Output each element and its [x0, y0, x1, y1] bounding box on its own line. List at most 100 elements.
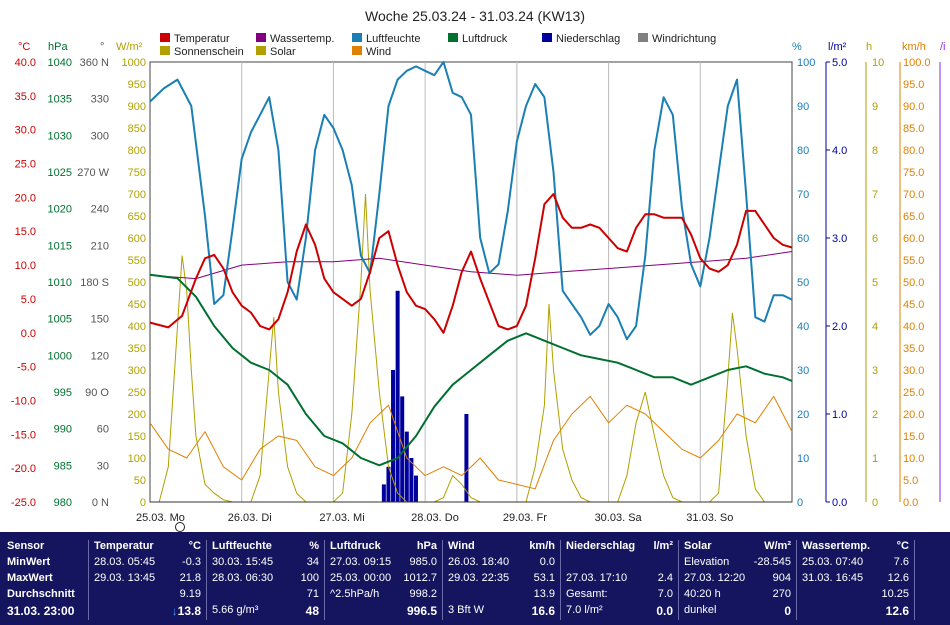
- solar-tick: 850: [128, 123, 146, 135]
- x-tick-label: 30.03. Sa: [595, 512, 643, 524]
- stats-solar: Solar W/m² Elevation -28.545 27.03. 12:20 9…: [678, 540, 795, 620]
- rain-tick: 3.0: [832, 233, 847, 245]
- sunhours-tick: 1: [872, 453, 878, 465]
- wind-tick: 40.0: [903, 321, 924, 333]
- wind-tick: 50.0: [903, 277, 924, 289]
- temp-tick: 5.0: [21, 294, 36, 306]
- stats-overflow: [914, 540, 950, 620]
- legend-label: Temperatur: [174, 33, 230, 45]
- rain-bars: [381, 290, 469, 502]
- legend-swatch: [256, 46, 266, 55]
- wind-min-value: 0.0: [539, 556, 555, 568]
- solar-tick: 300: [128, 365, 146, 377]
- stats-panel: Sensor MinWert MaxWert Durchschnitt 31.0…: [0, 532, 950, 625]
- x-tick-label: 29.03. Fr: [503, 512, 547, 524]
- solar-tick: 50: [134, 475, 146, 487]
- solar-current-value: 0: [784, 604, 791, 618]
- rain-week-total: 7.0 l/m²: [566, 604, 603, 616]
- hum-unit: %: [309, 540, 319, 552]
- left-axes: 40.0 35.0 30.0 25.0 20.0 15.0 10.0 5.0 0.0 -5.0 -1…: [11, 57, 146, 509]
- legend-swatch: [160, 33, 170, 42]
- rain-bar: [409, 458, 414, 502]
- stats-pressure: Luftdruck hPa 27.03. 09:15 985.0 25.03. 00…: [324, 540, 441, 620]
- sunhours-tick: 10: [872, 57, 884, 69]
- pressure-tick: 980: [54, 497, 72, 509]
- stats-watertemp: Wassertemp. °C 25.03. 07:40 7.6 31.03. 16:…: [796, 540, 913, 620]
- rain-max-value: 2.4: [657, 572, 673, 584]
- avg-label: Durchschnitt: [7, 588, 75, 600]
- hum-avg-value: 71: [306, 588, 319, 600]
- press-unit: hPa: [416, 540, 437, 552]
- water-min-value: 7.6: [893, 556, 909, 568]
- axis-unit: hPa: [48, 41, 68, 53]
- temp-max-value: 21.8: [179, 572, 201, 584]
- x-tick-label: 28.03. Do: [411, 512, 459, 524]
- x-tick-label: 27.03. Mi: [319, 512, 364, 524]
- water-max-time: 31.03. 16:45: [802, 572, 864, 584]
- rain-bar: [400, 396, 405, 502]
- rain-bar: [395, 290, 400, 502]
- wind-tick: 60.0: [903, 233, 924, 245]
- legend-swatch: [448, 33, 458, 42]
- solar-tick: 800: [128, 145, 146, 157]
- press-min-value: 985.0: [409, 556, 437, 568]
- solar-tick: 450: [128, 299, 146, 311]
- axis-unit: h: [866, 41, 872, 53]
- series-line-luftdruck: [149, 273, 793, 467]
- wind-tick: 75.0: [903, 167, 924, 179]
- legend-label: Luftdruck: [462, 33, 508, 45]
- rain-bar: [413, 475, 418, 502]
- axis-unit: %: [792, 41, 802, 53]
- press-max-value: 1012.7: [403, 572, 437, 584]
- rain-bar: [386, 466, 391, 502]
- sunhours-tick: 2: [872, 409, 878, 421]
- pressure-tick: 1020: [48, 204, 72, 216]
- temp-tick: 35.0: [15, 91, 36, 103]
- x-tick-label: 31.03. So: [686, 512, 733, 524]
- rain-unit: l/m²: [653, 540, 673, 552]
- solar-avg-value: 270: [772, 588, 791, 600]
- temp-tick: 25.0: [15, 159, 36, 171]
- pressure-tick: 1010: [48, 277, 72, 289]
- series-line-wind: [149, 395, 793, 490]
- wind-bft: 3 Bft W: [448, 604, 485, 616]
- pressure-tick: 985: [54, 460, 72, 472]
- pressure-tick: 995: [54, 387, 72, 399]
- pressure-tick: 1025: [48, 167, 72, 179]
- wind-tick: 45.0: [903, 299, 924, 311]
- solar-tick: 950: [128, 79, 146, 91]
- solar-tick: 350: [128, 343, 146, 355]
- temp-tick: 0.0: [21, 328, 36, 340]
- rain-bar: [391, 370, 396, 502]
- solar-tick: 700: [128, 189, 146, 201]
- solar-tick: 100: [128, 453, 146, 465]
- axis-unit: °C: [18, 41, 30, 53]
- axis-unit: W/m²: [116, 41, 143, 53]
- weather-chart: Woche 25.03.24 - 31.03.24 (KW13) Tempera…: [10, 8, 946, 532]
- solar-tick: 500: [128, 277, 146, 289]
- legend-label: Wassertemp.: [270, 33, 334, 45]
- legend-label: Windrichtung: [652, 33, 716, 45]
- series-line-temperatur: [149, 193, 793, 334]
- temp-unit: °C: [188, 540, 201, 552]
- wind-avg-value: 13.9: [533, 588, 555, 600]
- rain-tick: 2.0: [832, 321, 847, 333]
- solar-state: dunkel: [684, 604, 717, 616]
- solar-tick: 1000: [122, 57, 146, 69]
- plot-area: [149, 61, 793, 503]
- winddir-tick: 360 N: [80, 57, 109, 69]
- winddir-tick: 330: [91, 94, 109, 106]
- legend-label: Solar: [270, 46, 296, 58]
- sunhours-tick: 9: [872, 101, 878, 113]
- temp-min-value: -0.3: [182, 556, 201, 568]
- temp-tick: -15.0: [11, 429, 36, 441]
- series-line-wassertemp: [149, 251, 793, 280]
- legend-swatch: [352, 46, 362, 55]
- winddir-tick: 30: [97, 460, 109, 472]
- press-current-value: 996.5: [406, 604, 437, 618]
- press-trend: ^2.5hPa/h: [330, 588, 380, 600]
- winddir-tick: 240: [91, 204, 109, 216]
- humidity-tick: 0: [797, 497, 803, 509]
- rain-tick: 4.0: [832, 145, 847, 157]
- sunhours-tick: 4: [872, 321, 878, 333]
